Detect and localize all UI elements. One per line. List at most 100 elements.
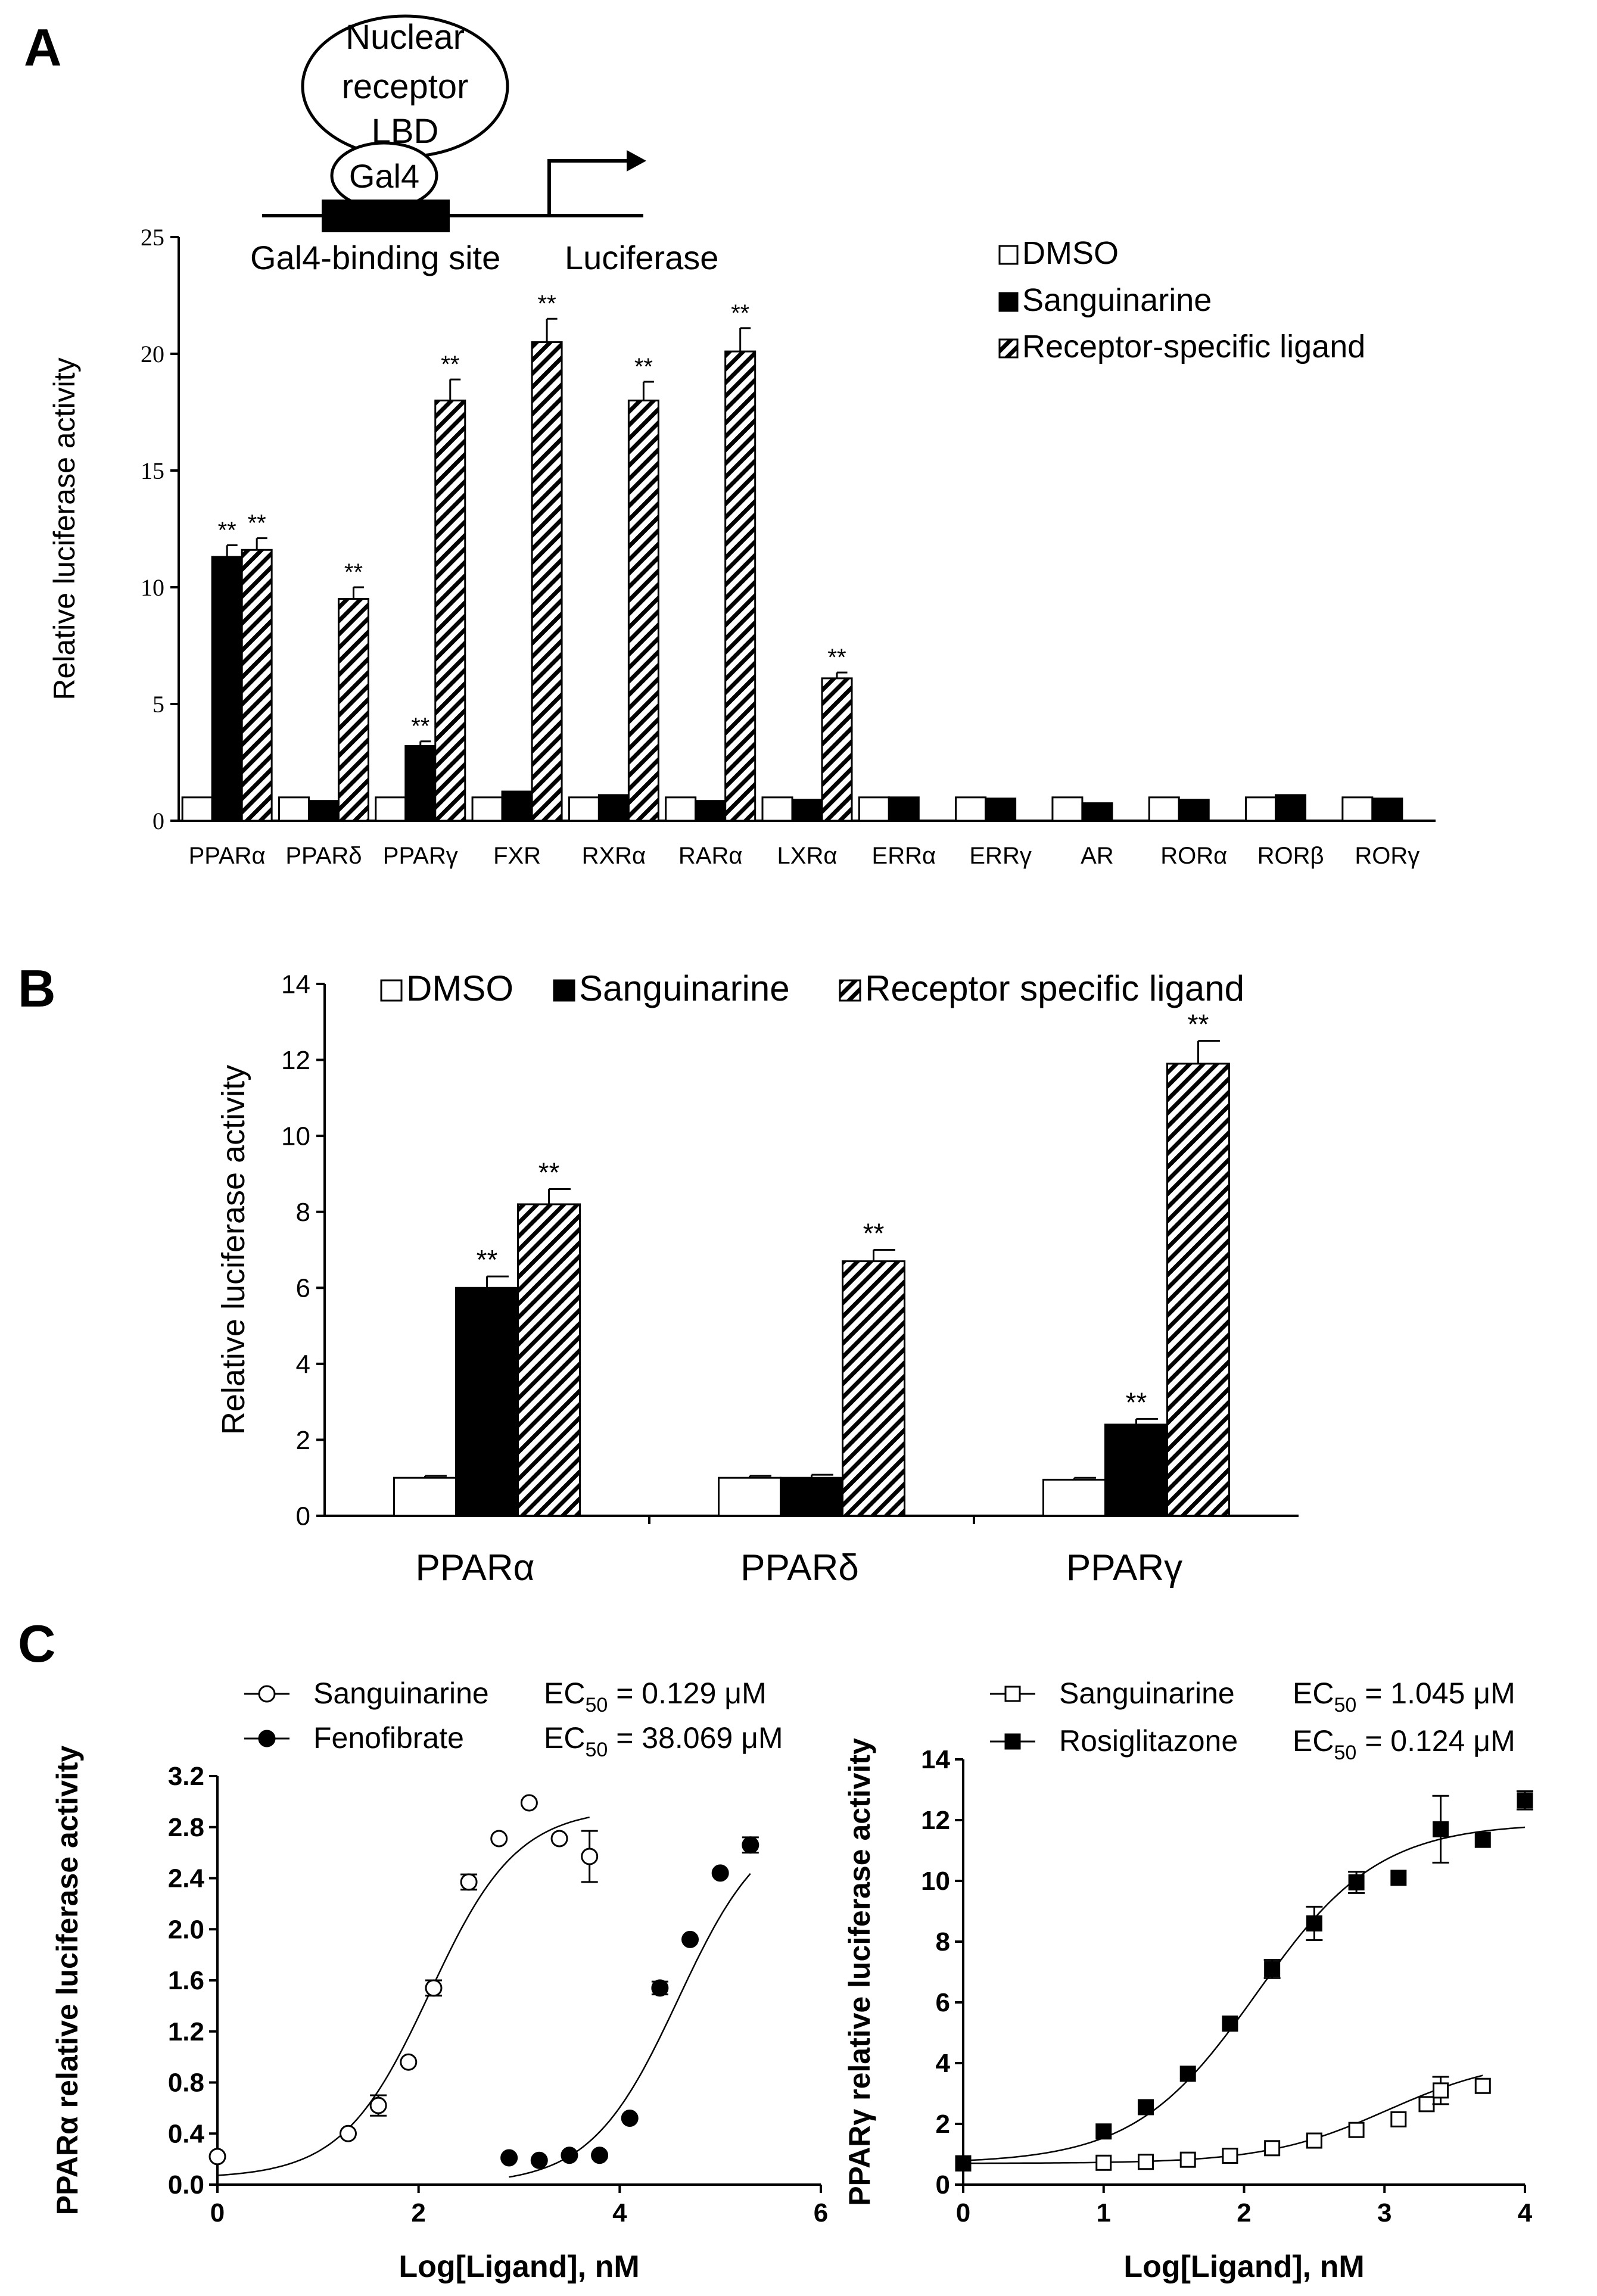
significance-label: ** <box>731 300 749 326</box>
x-tick-label: 6 <box>814 2198 828 2228</box>
legend-swatch <box>380 979 403 1002</box>
category-label: RORα <box>1160 843 1227 869</box>
y-tick-label: 10 <box>921 1867 950 1896</box>
category-label: PPARα <box>415 1547 534 1588</box>
bar <box>1371 797 1403 822</box>
legend-swatch <box>839 979 861 1002</box>
data-point <box>1474 1831 1491 1848</box>
panel-label-a: A <box>24 18 62 77</box>
legend-label: Sanguinarine <box>313 1677 489 1710</box>
y-tick-label: 20 <box>141 341 164 367</box>
y-axis-label: PPARα relative luciferase activity <box>51 1746 84 2216</box>
bar <box>1166 1063 1230 1517</box>
ec50-label: EC50 = 38.069 μM <box>544 1721 783 1761</box>
ec50-subscript: 50 <box>585 1694 608 1716</box>
bar <box>278 796 310 822</box>
construct-diagram: Nuclear receptor LBD Gal4 Gal4-binding s… <box>250 14 718 276</box>
ec50-subscript: 50 <box>1334 1694 1356 1716</box>
promoter-arrow <box>547 159 631 216</box>
legend-label: Sanguinarine <box>1022 282 1212 318</box>
y-tick-label: 15 <box>141 457 164 484</box>
fit-curve <box>963 1826 1526 2161</box>
bar <box>1178 799 1210 822</box>
data-point <box>651 1979 669 1997</box>
bar <box>695 800 727 822</box>
bar <box>181 796 213 822</box>
receptor-label-line1: Nuclear <box>345 18 465 57</box>
data-point <box>1348 1874 1365 1891</box>
bar <box>888 796 920 822</box>
data-point <box>1433 2082 1449 2099</box>
data-point <box>681 1930 699 1948</box>
y-axis-label: PPARγ relative luciferase activity <box>843 1738 876 2206</box>
y-tick-label: 4 <box>936 2049 951 2078</box>
y-axis-label: Relative luciferase activity <box>48 357 81 700</box>
data-point <box>621 2110 639 2127</box>
y-tick-label: 8 <box>296 1198 310 1227</box>
y-tick-label: 10 <box>141 574 164 601</box>
x-tick-label: 0 <box>210 2198 225 2228</box>
data-point <box>1004 1733 1021 1750</box>
y-tick-label: 0.0 <box>168 2170 204 2200</box>
category-label: RORγ <box>1355 843 1419 869</box>
bar <box>1275 794 1307 822</box>
y-axis-label: Relative luciferase activity <box>216 1065 251 1435</box>
y-tick-label: 1.2 <box>168 2017 204 2046</box>
category-label: AR <box>1081 843 1114 869</box>
bar <box>1081 802 1113 822</box>
ec50-prefix: EC <box>544 1677 585 1710</box>
bar <box>1245 796 1277 822</box>
binding-site-label: Gal4-binding site <box>250 239 500 276</box>
significance-label: ** <box>1126 1387 1147 1418</box>
x-tick-label: 1 <box>1097 2198 1111 2228</box>
data-point <box>425 1979 443 1997</box>
category-label: RARα <box>678 843 743 869</box>
ec50-label: EC50 = 0.124 μM <box>1293 1724 1515 1764</box>
data-point <box>1474 2077 1491 2094</box>
legend-label: Sanguinarine <box>579 968 790 1008</box>
bar <box>665 796 697 822</box>
data-point <box>1306 2132 1322 2149</box>
bar <box>434 399 466 822</box>
category-label: RORβ <box>1257 843 1324 869</box>
category-label: PPARγ <box>383 843 458 869</box>
y-tick-label: 0 <box>296 1501 310 1531</box>
data-point <box>1517 1792 1533 1809</box>
data-point <box>500 2149 518 2167</box>
bar <box>718 1476 782 1517</box>
significance-label: ** <box>863 1218 885 1249</box>
data-point <box>1137 2154 1154 2170</box>
bar <box>858 796 890 822</box>
data-point <box>369 2096 387 2114</box>
promoter-arrowhead <box>627 150 646 172</box>
significance-label: ** <box>411 714 429 740</box>
x-tick-label: 0 <box>956 2198 970 2228</box>
data-point <box>339 2124 357 2142</box>
legend-label: Rosiglitazone <box>1059 1724 1238 1758</box>
legend-swatch <box>553 979 575 1002</box>
fit-curve <box>217 1816 590 2176</box>
bar <box>597 794 630 822</box>
significance-label: ** <box>1188 1009 1209 1040</box>
y-tick-label: 4 <box>296 1350 310 1379</box>
gal4-binding-box <box>322 200 450 232</box>
data-point <box>208 2148 226 2166</box>
significance-label: ** <box>248 510 266 537</box>
bar <box>1341 796 1374 822</box>
y-tick-label: 25 <box>141 224 164 251</box>
panel-label-c: C <box>18 1614 56 1673</box>
ec50-value: = 38.069 μM <box>608 1721 783 1755</box>
bar <box>724 350 757 822</box>
data-point <box>490 1830 508 1848</box>
ec50-prefix: EC <box>1293 1677 1334 1710</box>
y-tick-label: 2 <box>296 1426 310 1455</box>
ec50-value: = 1.045 μM <box>1356 1677 1515 1710</box>
y-tick-label: 5 <box>152 691 164 718</box>
data-point <box>460 1873 478 1891</box>
y-tick-label: 14 <box>921 1745 950 1774</box>
x-tick-label: 4 <box>612 2198 627 2228</box>
chart-a: 0 5 10 15 20 25 Relative luciferase activity **… <box>48 224 1436 869</box>
bar <box>1104 1423 1168 1517</box>
bar <box>842 1260 905 1517</box>
